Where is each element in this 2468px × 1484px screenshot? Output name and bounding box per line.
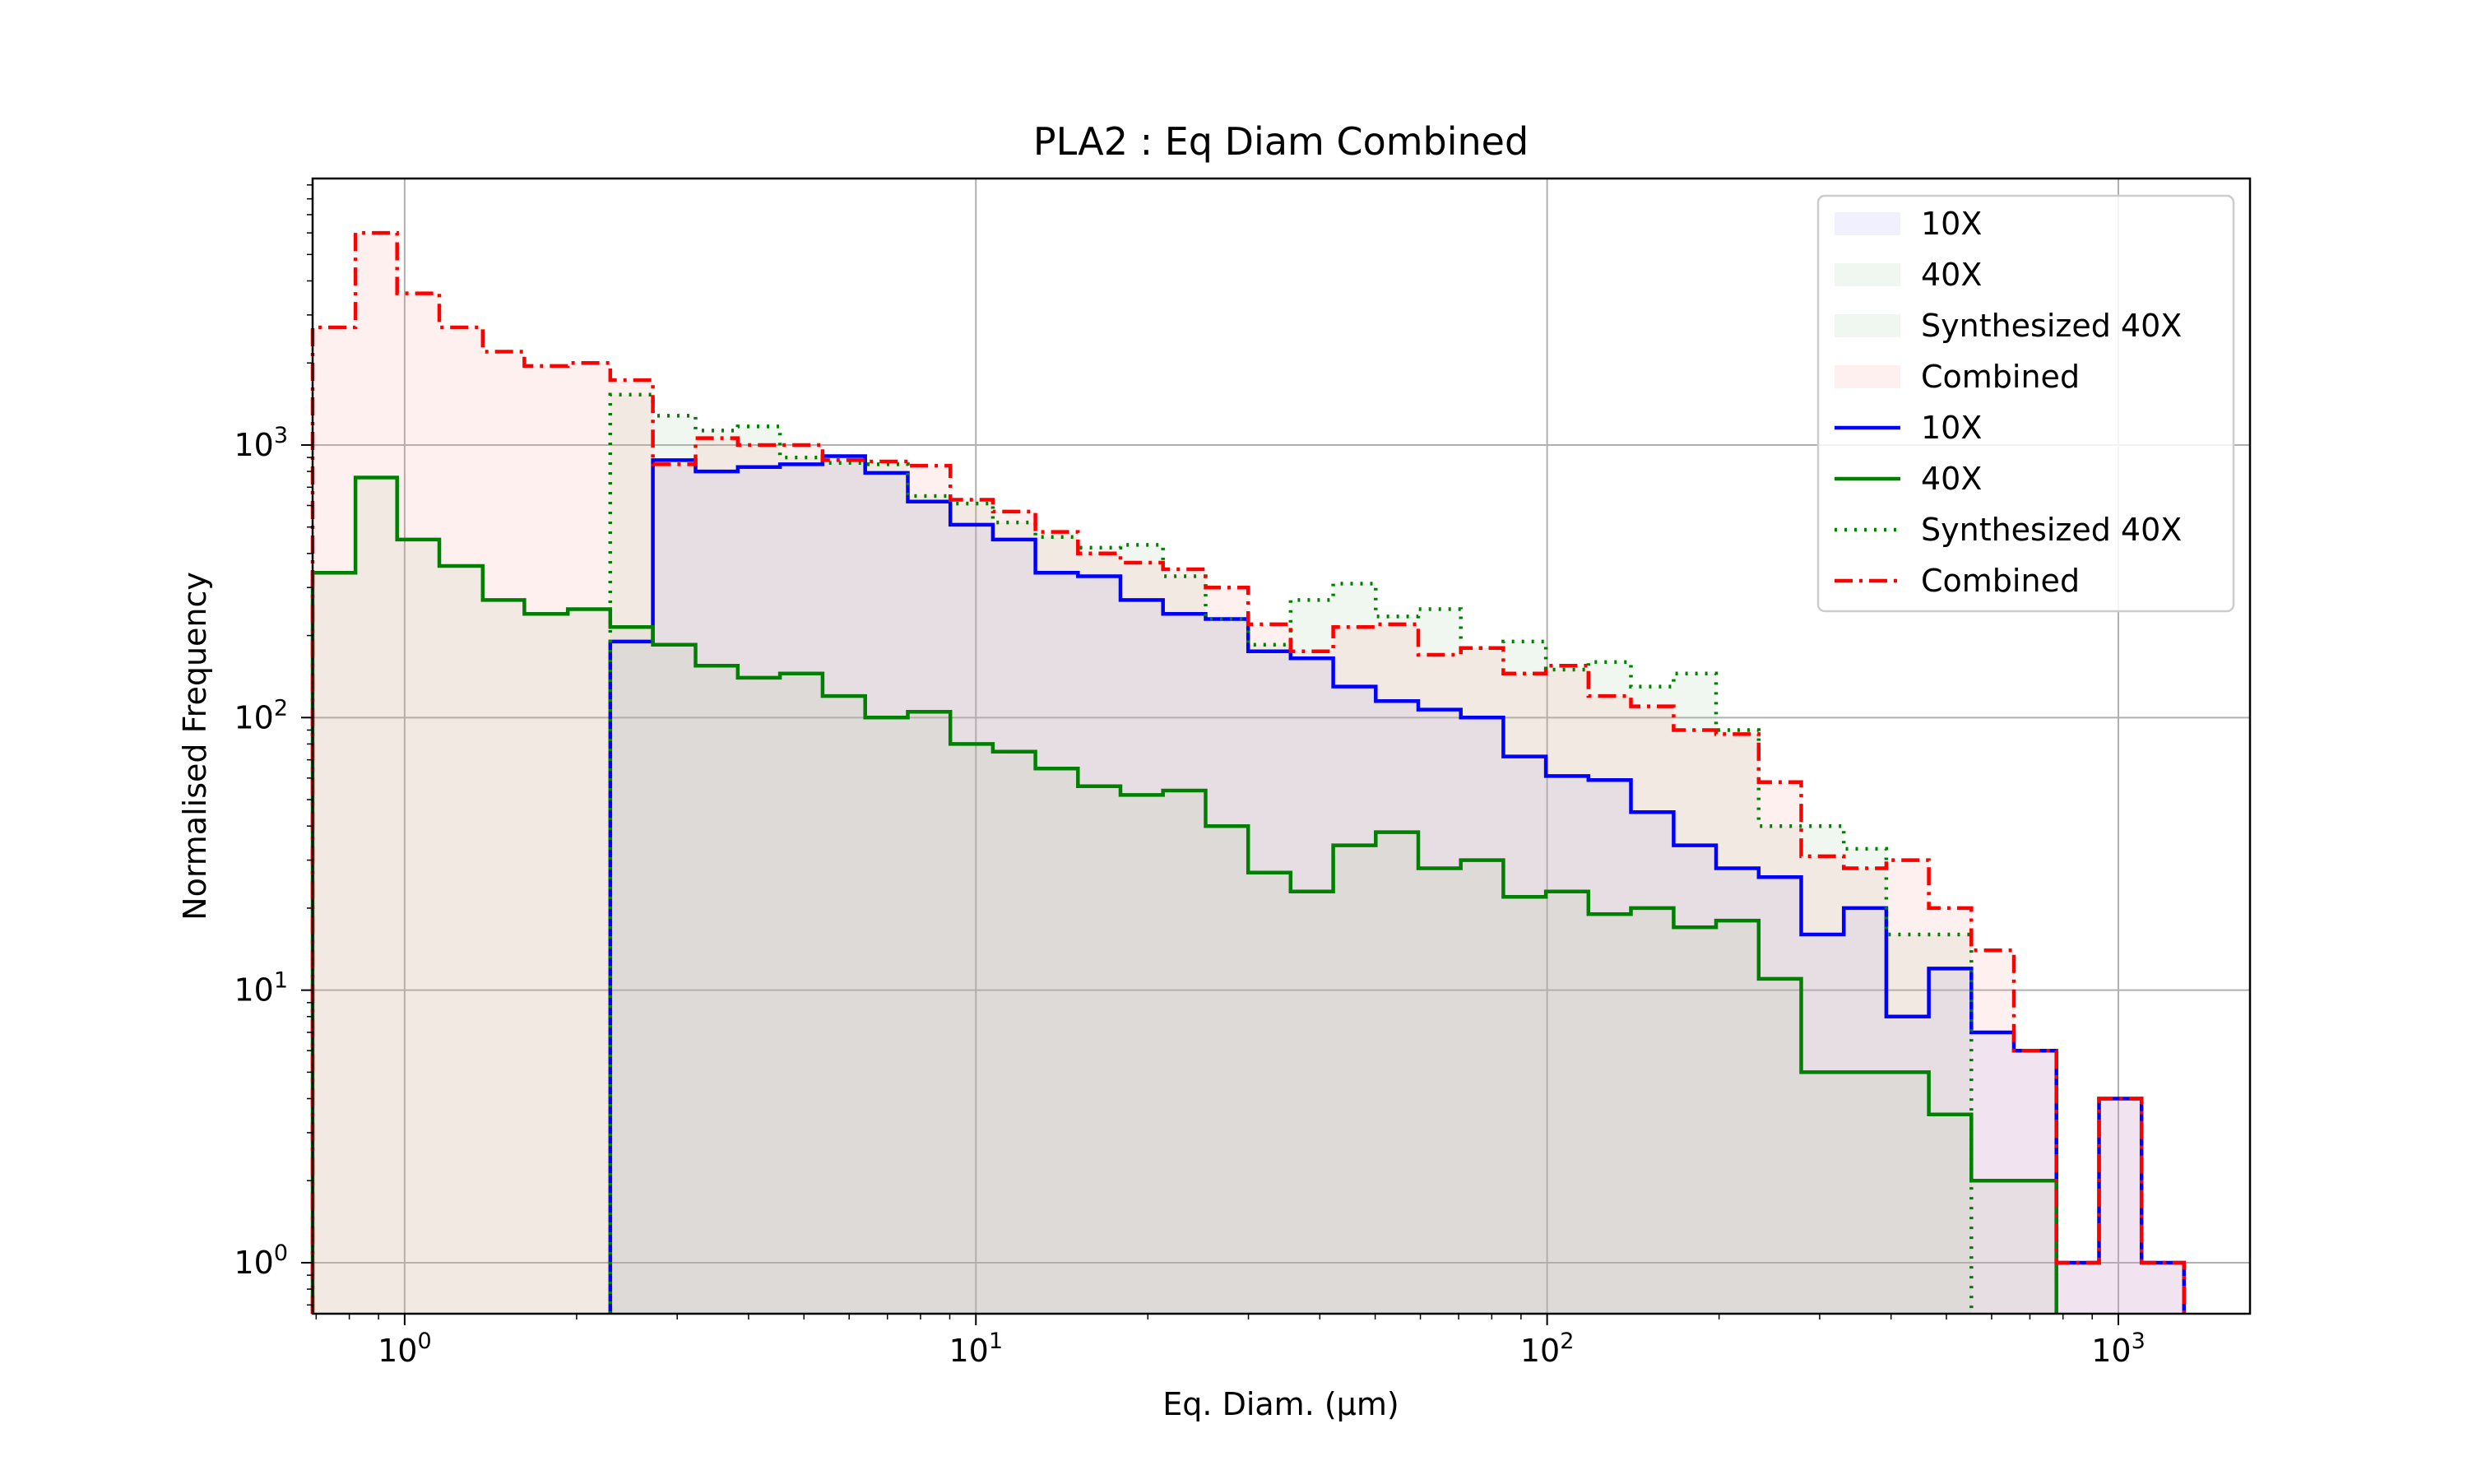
tick-layer: 100 101 102 103 100 101 102 103 (234, 184, 2146, 1369)
y-tick-label-3: 103 (234, 423, 288, 463)
legend-label: 40X (1921, 461, 1982, 497)
y-tick-label-1: 101 (234, 968, 288, 1009)
legend: 10X 40X Synthesized 40X Combined 10X 40X Synth… (1816, 194, 2235, 613)
series-line-40x (310, 475, 2058, 1314)
series-line-10x (608, 454, 2187, 1314)
legend-fill-swatch (1835, 263, 1900, 286)
y-axis-label: Normalised Frequency (177, 572, 213, 921)
legend-fill-swatch (1835, 212, 1900, 235)
series-fill-10x (610, 456, 2184, 1314)
x-axis-label: Eq. Diam. (μm) (1162, 1386, 1399, 1422)
legend-label: 10X (1921, 410, 1982, 446)
plot-frame (311, 177, 2252, 1315)
x-tick-label-1: 101 (949, 1329, 1003, 1369)
x-tick-label-3: 103 (2091, 1329, 2146, 1369)
legend-fill-swatch (1835, 365, 1900, 388)
series-fill-combined (313, 233, 2184, 1315)
y-tick-label-2: 102 (234, 695, 288, 735)
fill-layer (313, 233, 2184, 1315)
legend-label: Combined (1921, 359, 2080, 395)
legend-frame (1816, 194, 2235, 613)
legend-fill-swatch (1835, 314, 1900, 337)
legend-label: Synthesized 40X (1921, 308, 2182, 344)
legend-label: Synthesized 40X (1921, 512, 2182, 548)
chart-title: PLA2 : Eq Diam Combined (1033, 119, 1529, 164)
series-fill-synthesized-40x (610, 394, 1972, 1314)
line-layer (310, 230, 2187, 1314)
legend-label: Combined (1921, 563, 2080, 599)
x-tick-label-0: 100 (378, 1329, 432, 1369)
series-fill-40x (313, 477, 2057, 1314)
series-line-combined (310, 230, 2187, 1314)
legend-label: 40X (1921, 257, 1982, 293)
x-tick-label-2: 102 (1520, 1329, 1575, 1369)
y-tick-label-0: 100 (234, 1241, 288, 1281)
legend-label: 10X (1921, 206, 1982, 242)
